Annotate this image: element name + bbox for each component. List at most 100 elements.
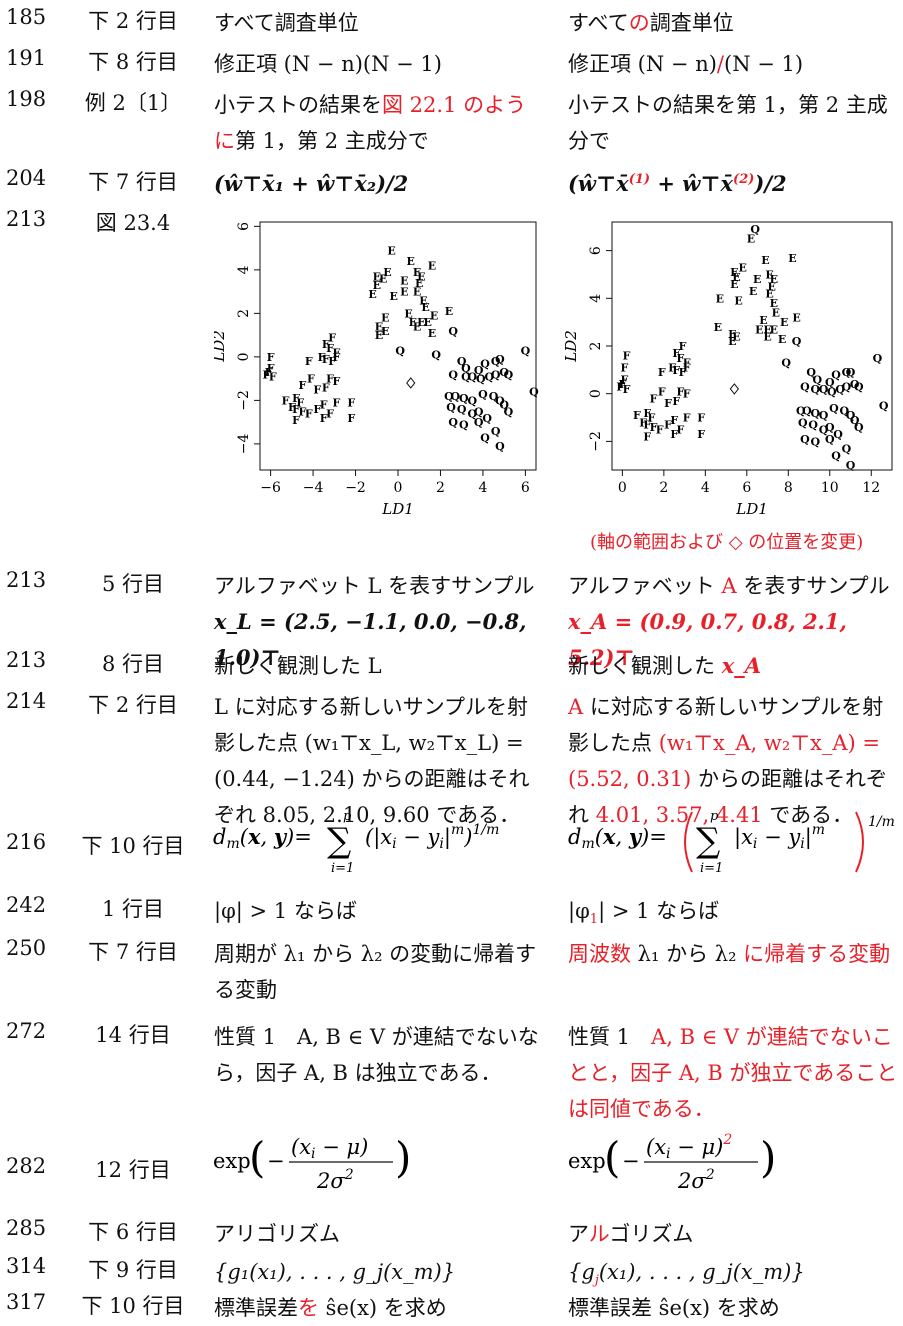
x-tick-label: 0 bbox=[618, 480, 627, 496]
data-point-q: Q bbox=[842, 443, 852, 456]
data-point-q: Q bbox=[474, 416, 484, 429]
data-point-e: E bbox=[759, 314, 767, 327]
line-ref: 下 6 行目 bbox=[88, 1220, 178, 1244]
svg-text:p: p bbox=[710, 809, 719, 824]
data-point-e: E bbox=[778, 333, 786, 346]
data-point-q: Q bbox=[448, 368, 458, 381]
data-point-f: F bbox=[697, 412, 705, 425]
data-point-e: E bbox=[763, 323, 771, 336]
data-point-f: F bbox=[322, 381, 330, 394]
data-point-q: Q bbox=[474, 364, 484, 377]
data-point-q: Q bbox=[796, 404, 806, 417]
y-tick-label: 0 bbox=[236, 352, 252, 361]
page-number: 242 bbox=[6, 893, 47, 917]
data-point-f: F bbox=[697, 428, 705, 441]
line-ref: 12 行目 bbox=[95, 1158, 171, 1182]
data-point-q: Q bbox=[879, 400, 889, 413]
data-point-e: E bbox=[417, 316, 425, 329]
data-point-q: Q bbox=[448, 416, 458, 429]
data-point-f: F bbox=[672, 364, 680, 377]
line-ref: 下 8 行目 bbox=[88, 50, 178, 74]
data-point-q: Q bbox=[480, 431, 490, 444]
line-ref: 下 2 行目 bbox=[88, 693, 178, 717]
data-point-q: Q bbox=[854, 421, 864, 434]
data-point-f: F bbox=[322, 338, 330, 351]
data-point-f: F bbox=[292, 414, 300, 427]
data-point-e: E bbox=[409, 316, 417, 329]
data-point-e: E bbox=[375, 320, 383, 333]
exp-formula-before: exp ( − (xi − μ) 2σ2 ) bbox=[213, 1133, 411, 1193]
page-number: 285 bbox=[6, 1216, 47, 1240]
data-point-q: Q bbox=[819, 409, 829, 422]
data-point-f: F bbox=[262, 368, 270, 381]
data-point-q: Q bbox=[480, 357, 490, 370]
data-point-e: E bbox=[765, 268, 773, 281]
line-ref: 5 行目 bbox=[101, 572, 165, 596]
data-point-q: Q bbox=[827, 385, 837, 398]
line-ref: 8 行目 bbox=[101, 652, 165, 676]
data-point-e: E bbox=[738, 261, 746, 274]
svg-text:(: ( bbox=[249, 1133, 265, 1182]
data-point-q: Q bbox=[444, 390, 454, 403]
data-point-f: F bbox=[347, 397, 355, 410]
data-point-f: F bbox=[320, 399, 328, 412]
data-point-f: F bbox=[299, 405, 307, 418]
data-point-q: Q bbox=[504, 405, 514, 418]
data-point-f: F bbox=[299, 379, 307, 392]
data-point-q: Q bbox=[819, 383, 829, 396]
data-point-e: E bbox=[716, 292, 724, 305]
formula-after: dm(x, y)= p ∑ i=1 |xi − yi|m 1/m bbox=[568, 809, 895, 876]
data-point-f: F bbox=[633, 409, 641, 422]
x-tick-label: 2 bbox=[436, 480, 445, 496]
data-point-q: Q bbox=[819, 423, 829, 436]
svg-text:exp: exp bbox=[213, 1149, 251, 1173]
data-point-q: Q bbox=[810, 407, 820, 420]
data-point-q: Q bbox=[504, 368, 514, 381]
data-point-e: E bbox=[445, 305, 453, 318]
svg-text:2σ2: 2σ2 bbox=[316, 1167, 354, 1193]
data-point-q: Q bbox=[495, 440, 505, 453]
data-point-e: E bbox=[400, 286, 408, 299]
data-point-q: Q bbox=[835, 383, 845, 396]
data-point-q: Q bbox=[802, 404, 812, 417]
data-point-q: Q bbox=[446, 401, 456, 414]
line-ref: 下 10 行目 bbox=[81, 1294, 185, 1318]
data-point-q: Q bbox=[476, 373, 486, 386]
before-text: {g₁(x₁), . . . , g_j(x_m)} bbox=[214, 1260, 456, 1284]
data-point-e: E bbox=[381, 325, 389, 338]
figure-caption: (軸の範囲および ◇ の位置を変更) bbox=[590, 532, 864, 553]
after-text: すべての調査単位 bbox=[568, 11, 734, 35]
data-point-q: Q bbox=[842, 366, 852, 379]
y-tick-label: −2 bbox=[588, 431, 604, 452]
after-text: 新しく観測した x_A bbox=[568, 653, 762, 678]
data-point-e: E bbox=[749, 285, 757, 298]
line-ref: 例 2〔1〕 bbox=[84, 91, 182, 115]
data-point-e: E bbox=[761, 254, 769, 267]
page-number: 213 bbox=[6, 207, 47, 231]
before-text: 修正項 (N − n)(N − 1) bbox=[214, 52, 442, 76]
data-point-q: Q bbox=[484, 370, 494, 383]
data-point-e: E bbox=[373, 270, 381, 283]
data-point-f: F bbox=[677, 352, 685, 365]
x-tick-label: 6 bbox=[521, 480, 530, 496]
page-number: 185 bbox=[6, 5, 47, 29]
data-point-f: F bbox=[668, 361, 676, 374]
svg-text:(: ( bbox=[604, 1133, 620, 1182]
line-ref: 下 9 行目 bbox=[88, 1258, 178, 1282]
data-point-q: Q bbox=[431, 349, 441, 362]
data-point-q: Q bbox=[831, 450, 841, 463]
x-tick-label: 12 bbox=[862, 480, 880, 496]
svg-text:1/m: 1/m bbox=[868, 814, 895, 830]
data-point-e: E bbox=[379, 273, 387, 286]
data-point-e: E bbox=[404, 307, 412, 320]
data-point-f: F bbox=[269, 370, 277, 383]
data-point-f: F bbox=[328, 331, 336, 344]
data-point-e: E bbox=[734, 295, 742, 308]
data-point-e: E bbox=[387, 244, 395, 257]
svg-text:dm(x, y)=: dm(x, y)= bbox=[213, 824, 312, 852]
y-tick-label: −2 bbox=[236, 390, 252, 411]
data-point-e: E bbox=[792, 311, 800, 324]
data-point-f: F bbox=[650, 392, 658, 405]
svg-text:dm(x, y)=: dm(x, y)= bbox=[568, 824, 667, 852]
